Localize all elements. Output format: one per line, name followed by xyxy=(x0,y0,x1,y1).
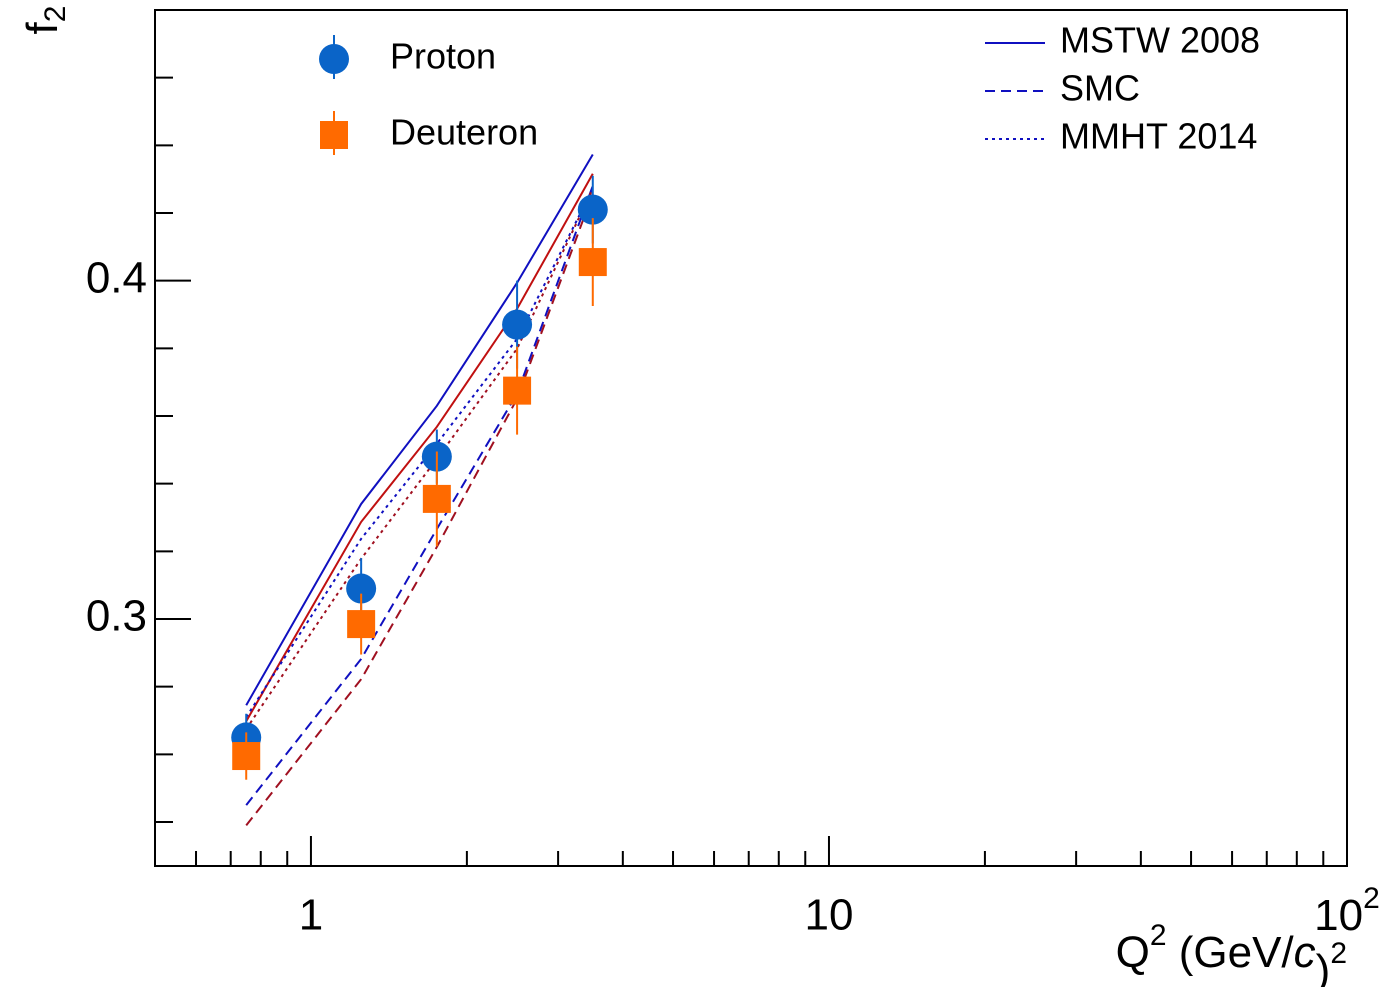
x-label-part: Q xyxy=(1116,928,1150,977)
legend-label: SMC xyxy=(1060,68,1140,109)
model-line xyxy=(245,188,594,718)
legend-label: Deuteron xyxy=(390,112,538,153)
data-point xyxy=(502,309,533,340)
x-tick-label: 102 xyxy=(1314,882,1380,940)
x-tick-label-exponent: 2 xyxy=(1363,882,1380,915)
y-tick-label: 0.3 xyxy=(86,592,147,641)
data-point xyxy=(232,742,261,771)
legend-label: Proton xyxy=(390,36,496,77)
model-line xyxy=(245,185,594,806)
data-point xyxy=(578,248,607,277)
x-label-part: 2 xyxy=(1330,937,1347,970)
model-line xyxy=(245,193,594,827)
x-tick-label: 1 xyxy=(299,891,323,940)
legend-label: MMHT 2014 xyxy=(1060,116,1257,157)
y-label-part: 2 xyxy=(39,6,72,23)
model-line xyxy=(245,173,594,722)
model-line xyxy=(245,188,594,730)
model-line xyxy=(245,153,594,706)
data-point xyxy=(346,573,377,604)
y-axis-label: f2 xyxy=(18,6,72,35)
y-label-part: f xyxy=(18,21,67,34)
x-label-part: 2 xyxy=(1150,919,1167,952)
legend-marker xyxy=(320,121,348,149)
y-tick-label: 0.4 xyxy=(86,253,147,302)
x-label-part: (GeV/ xyxy=(1167,928,1295,977)
x-label-part: c xyxy=(1294,928,1316,977)
x-tick-label-base: 10 xyxy=(1314,891,1363,940)
data-point xyxy=(422,484,451,513)
legend-label: MSTW 2008 xyxy=(1060,20,1260,61)
data-point xyxy=(577,194,608,225)
x-tick-label: 10 xyxy=(804,891,853,940)
x-axis-label: Q2 (GeV/c)2 xyxy=(1116,919,1347,987)
data-point xyxy=(503,376,532,405)
legend-marker xyxy=(319,44,349,74)
x-label-part: ) xyxy=(1316,946,1331,987)
plot-frame xyxy=(154,9,1348,867)
data-point xyxy=(347,610,376,639)
